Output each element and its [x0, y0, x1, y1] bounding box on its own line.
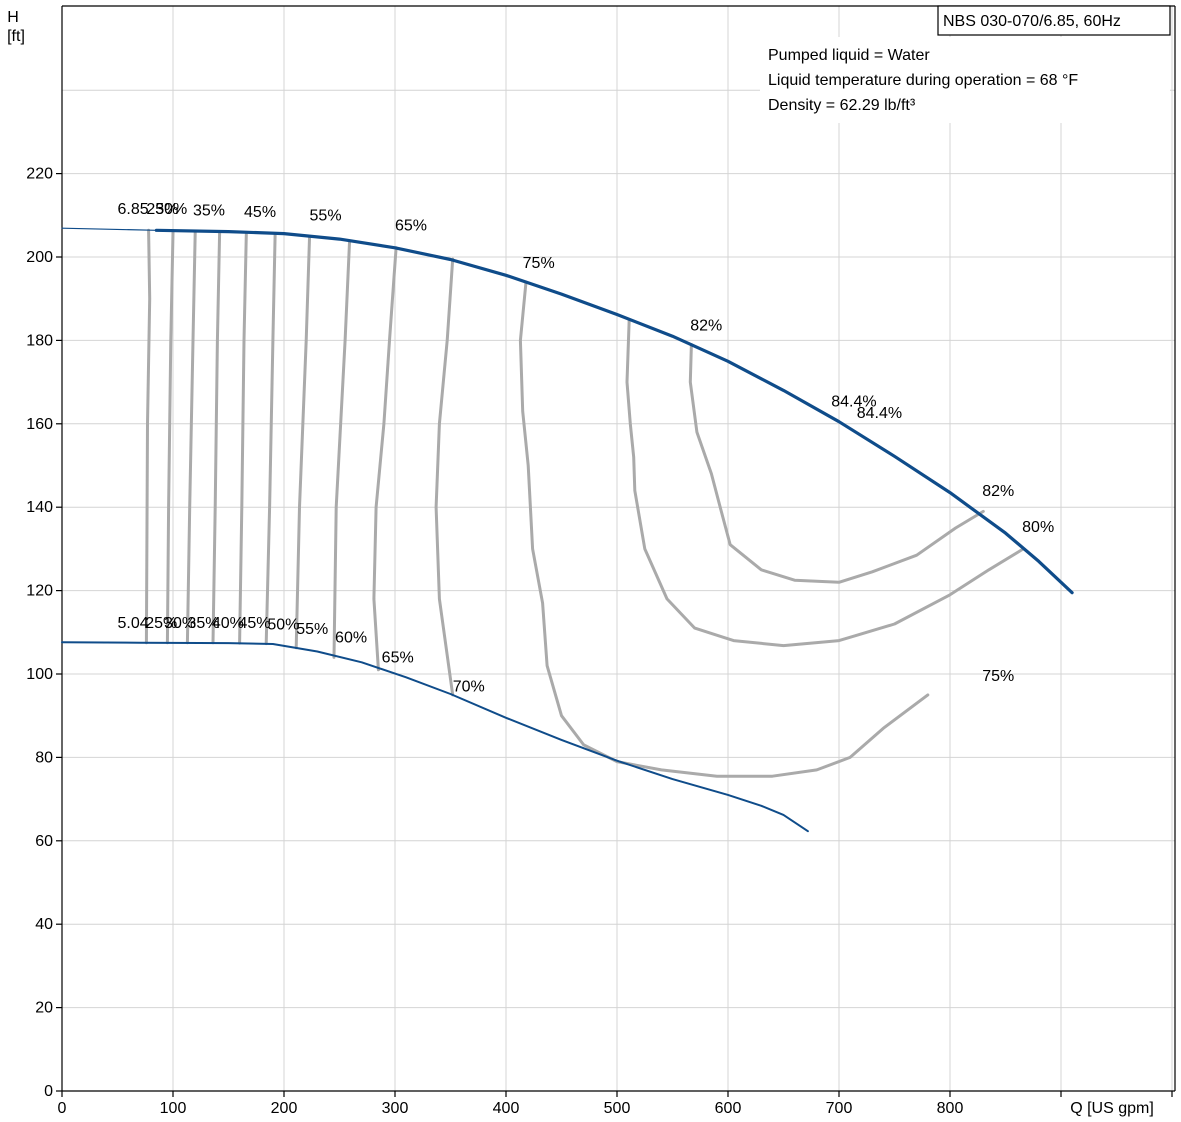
qh-curve: [154, 228, 1074, 595]
title-box-frame: [937, 5, 1171, 36]
curve-label: 60%: [335, 630, 367, 647]
y-tick-label: 60: [35, 833, 53, 850]
info-density: Density = 62.29 lb/ft³: [768, 97, 916, 114]
x-axis-title: Q [US gpm]: [1070, 1100, 1154, 1117]
qh-curve: [61, 641, 809, 833]
y-tick-label: 200: [26, 249, 53, 266]
efficiency-curve: [625, 318, 1025, 648]
info-panel: Pumped liquid = Water Liquid temperature…: [760, 37, 1170, 123]
info-liquid-temperature: Liquid temperature during operation = 68…: [768, 72, 1078, 89]
info-pumped-liquid: Pumped liquid = Water: [768, 47, 930, 64]
x-tick-label: 500: [604, 1100, 631, 1117]
curve-label: 55%: [310, 208, 342, 225]
efficiency-curve: [211, 231, 222, 645]
efficiency-curve: [294, 236, 311, 650]
curve-label: 25%: [145, 615, 177, 632]
curve-label: 5.04: [118, 615, 149, 632]
x-tick-label: 800: [937, 1100, 964, 1117]
curve-label: 45%: [238, 615, 270, 632]
curve-label: 35%: [187, 615, 219, 632]
y-tick-label: 220: [26, 166, 53, 183]
grid: [62, 6, 1175, 1091]
x-tick-label: 600: [715, 1100, 742, 1117]
curve-label: 82%: [982, 483, 1014, 500]
curve-label: 25%: [146, 201, 178, 218]
curve-label: 84.4%: [857, 405, 902, 422]
y-tick-label: 140: [26, 499, 53, 516]
qh-curve: [61, 227, 157, 231]
efficiency-curve: [372, 246, 398, 672]
tick-labels: 0 100 200 300 400 500 600 700 800 0 20 40 60 80 100 120…: [26, 166, 1173, 1117]
x-tick-label: 300: [382, 1100, 409, 1117]
y-tick-label: 180: [26, 332, 53, 349]
efficiency-curve: [332, 240, 351, 659]
y-tick-label: 80: [35, 749, 53, 766]
curve-label: 65%: [395, 217, 427, 234]
curve-label: 35%: [193, 202, 225, 219]
curve-label: 70%: [453, 679, 485, 696]
curve-label: 6.85: [118, 201, 149, 218]
x-tick-label: 700: [826, 1100, 853, 1117]
curve-label: 30%: [164, 615, 196, 632]
efficiency-curve: [264, 233, 277, 646]
curve-label: 45%: [244, 204, 276, 221]
efficiency-curve: [165, 231, 175, 645]
curve-label: 65%: [382, 649, 414, 666]
y-tick-label: 160: [26, 416, 53, 433]
x-tick-label: 400: [493, 1100, 520, 1117]
x-tick-label: 200: [271, 1100, 298, 1117]
curve-label: 30%: [155, 201, 187, 218]
curve-label: 80%: [1022, 519, 1054, 536]
y-axis-unit: [ft]: [7, 28, 25, 45]
efficiency-curve: [144, 228, 152, 645]
pump-title: NBS 030-070/6.85, 60Hz: [943, 13, 1121, 30]
series: [61, 227, 1074, 833]
efficiency-curve: [518, 280, 930, 778]
curve-label: 40%: [212, 615, 244, 632]
curve-label: 50%: [267, 616, 299, 633]
curve-label: 82%: [690, 317, 722, 334]
curve-label: 55%: [296, 621, 328, 638]
y-tick-label: 100: [26, 666, 53, 683]
info-panel-background: [760, 37, 1170, 123]
efficiency-curve: [185, 231, 197, 645]
y-axis-title: H: [7, 9, 19, 26]
curve-label: 84.4%: [831, 393, 876, 410]
axes: [61, 5, 1176, 1092]
y-tick-label: 40: [35, 916, 53, 933]
title-box: NBS 030-070/6.85, 60Hz: [937, 5, 1171, 36]
x-tick-label: 100: [160, 1100, 187, 1117]
y-tick-label: 0: [44, 1083, 53, 1100]
y-tick-label: 20: [35, 1000, 53, 1017]
efficiency-curve: [688, 343, 985, 584]
y-tick-label: 120: [26, 583, 53, 600]
efficiency-curve: [238, 233, 248, 645]
efficiency-curve: [434, 257, 455, 697]
x-tick-label: 0: [58, 1100, 67, 1117]
curve-label: 75%: [523, 255, 555, 272]
curve-label: 75%: [982, 668, 1014, 685]
